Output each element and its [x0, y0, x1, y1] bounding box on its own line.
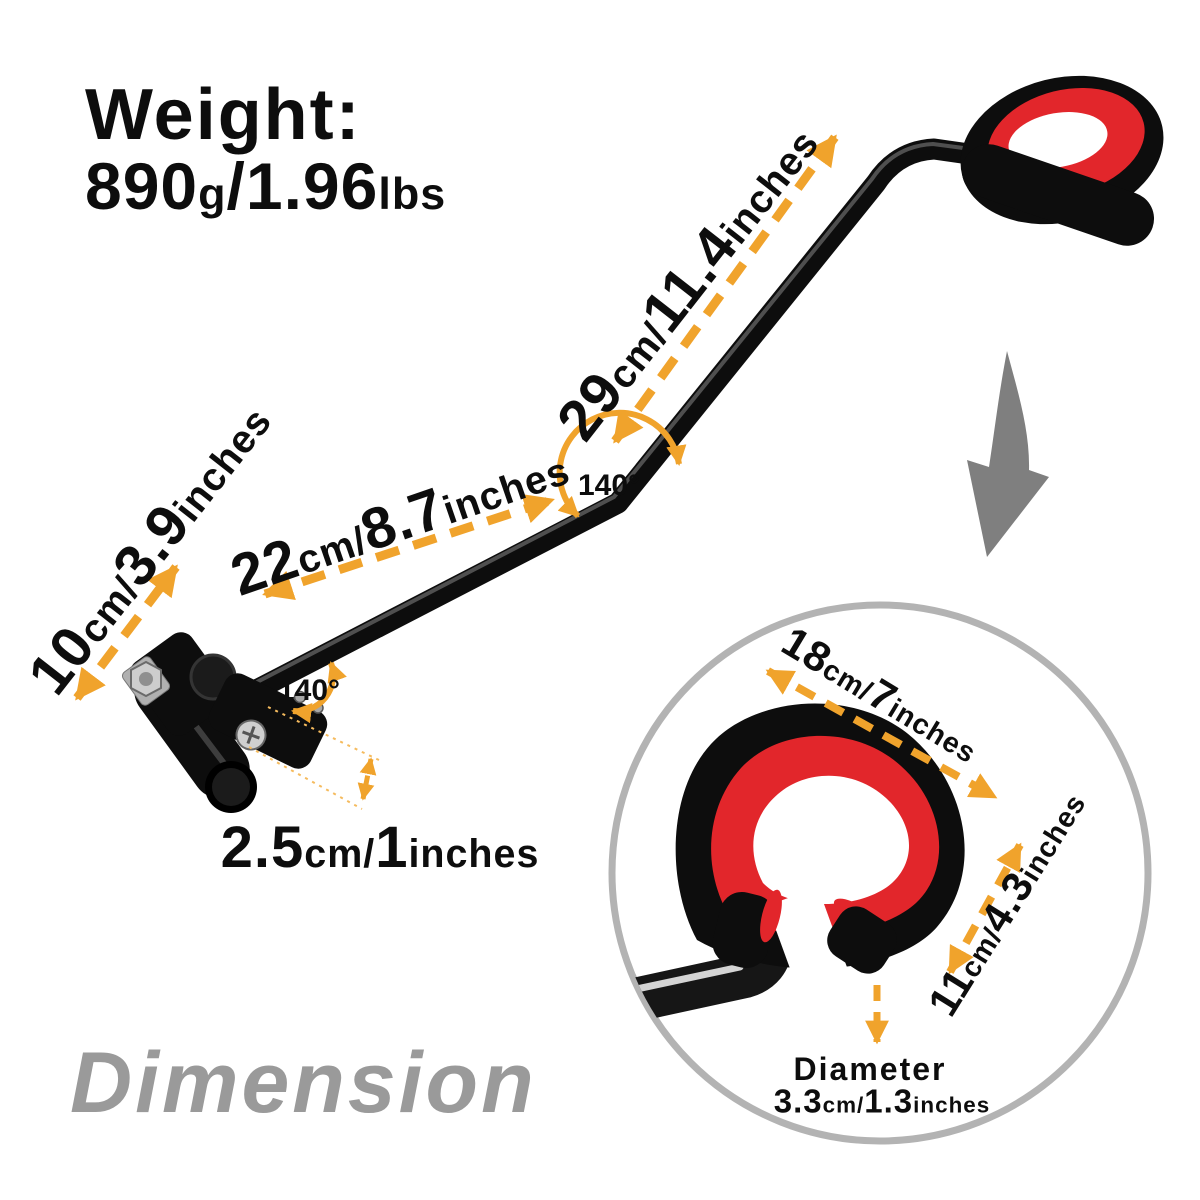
arc-140-mid: [556, 409, 687, 519]
label-segment: cm/: [822, 1092, 865, 1118]
label-segment: 1: [375, 815, 409, 880]
arrow-22cm: [262, 494, 555, 600]
label-segment: 2.5: [220, 815, 305, 880]
phillips-screw: [235, 719, 267, 751]
weight-value: 890g/1.96lbs: [85, 149, 447, 223]
grip-diameter-label: Diameter: [793, 1051, 947, 1087]
top-grip: [960, 75, 1164, 246]
label-segment: 1.3: [864, 1082, 914, 1120]
weight-label: Weight:: [85, 75, 362, 155]
label-segment: /: [226, 149, 246, 223]
grip-diameter-value: 3.3cm/1.3inches: [774, 1085, 991, 1118]
label-segment: inches: [913, 1092, 991, 1118]
arrow-10cm: [73, 564, 180, 701]
arrow-11cm: [946, 842, 1024, 975]
label-segment: 3.3: [773, 1082, 823, 1120]
label-segment: cm/: [304, 832, 376, 876]
arrow-29cm: [611, 134, 839, 444]
label-segment: 890: [85, 149, 199, 223]
label-segment: lbs: [378, 168, 447, 219]
dimension-title: Dimension: [70, 1035, 537, 1131]
arm-bar: [222, 138, 1001, 713]
arrow-18cm: [765, 667, 998, 801]
angle-140-mid-label: 140°: [577, 469, 641, 502]
angle-140-clamp-label: 140°: [277, 674, 341, 707]
measurement-arrows: [73, 134, 1024, 1045]
label-segment: inches: [408, 832, 540, 876]
extension-dotted-lines: [248, 706, 382, 810]
pointer-arrow: [967, 351, 1049, 557]
label-segment: 1.96: [245, 149, 379, 223]
arrow-2-5cm: [357, 757, 377, 801]
clamp-width-label: 2.5cm/1inches: [221, 819, 540, 877]
label-segment: g: [198, 168, 227, 219]
arc-140-clamp: [290, 661, 347, 724]
